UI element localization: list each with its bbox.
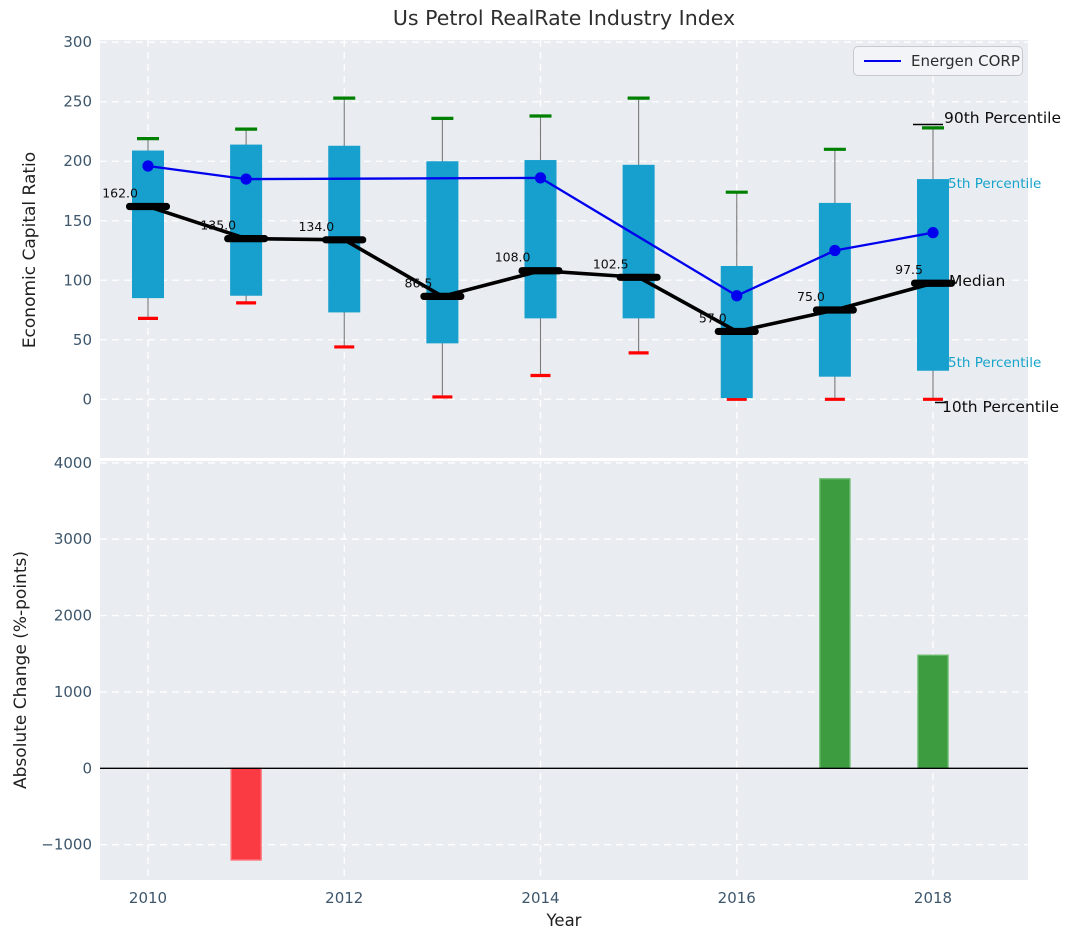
- legend-line-swatch: [864, 60, 901, 62]
- iqr-box-2012: [328, 145, 361, 313]
- iqr-box-2017: [818, 202, 851, 377]
- median-dash-2010: [126, 202, 170, 211]
- energen-point-2010: [142, 160, 154, 172]
- energen-point-2014: [534, 172, 547, 184]
- xtick-2016: 2016: [718, 889, 756, 907]
- iqr-box-2015: [622, 164, 655, 319]
- energen-point-2011: [240, 173, 252, 185]
- change-bar-2011: [230, 767, 262, 861]
- top-ytick-150: 150: [63, 212, 92, 230]
- median-value-label-2017: 75.0: [797, 289, 825, 304]
- top-ytick-100: 100: [63, 271, 92, 289]
- legend-label: Energen CORP: [911, 52, 1020, 70]
- xtick-2010: 2010: [129, 889, 167, 907]
- legend: Energen CORP: [853, 46, 1023, 76]
- bottom-ytick-2000: 2000: [54, 607, 92, 625]
- change-bar-2018: [917, 654, 949, 770]
- change-bar-2017: [819, 478, 851, 769]
- median-value-label-2012: 134.0: [298, 219, 334, 234]
- iqr-box-2014: [524, 160, 557, 319]
- xtick-2014: 2014: [521, 889, 559, 907]
- bottom-ytick-4000: 4000: [54, 454, 92, 472]
- bottom-y-axis-label: Absolute Change (%-points): [11, 551, 31, 789]
- energen-point-2017: [829, 244, 841, 257]
- xtick-2018: 2018: [914, 889, 952, 907]
- top-ytick-50: 50: [73, 331, 92, 349]
- top-ytick-250: 250: [63, 93, 92, 111]
- energen-point-2016: [731, 290, 743, 302]
- median-value-label-2011: 135.0: [200, 218, 236, 233]
- annotation-median: Median: [949, 272, 1006, 290]
- median-value-label-2014: 108.0: [495, 250, 531, 265]
- bottom-ytick-1000: 1000: [54, 683, 92, 701]
- annotation-75th-percentile: 5th Percentile: [948, 176, 1042, 192]
- iqr-box-2010: [132, 150, 164, 299]
- x-axis-label: Year: [546, 911, 582, 930]
- median-dash-2014: [518, 267, 563, 275]
- bottom-ytick--1000: −1000: [41, 836, 92, 854]
- iqr-box-2011: [230, 144, 263, 296]
- annotation-10th-percentile: 10th Percentile: [942, 398, 1060, 416]
- median-dash-2017: [812, 306, 857, 314]
- annotation-25th-percentile: 5th Percentile: [948, 355, 1042, 371]
- median-dash-2012: [322, 236, 367, 244]
- top-ytick-300: 300: [63, 33, 92, 51]
- top-ytick-0: 0: [82, 390, 92, 408]
- energen-point-2018: [927, 227, 939, 239]
- median-dash-2018: [911, 279, 955, 287]
- median-value-label-2016: 57.0: [699, 310, 727, 325]
- bottom-ytick-3000: 3000: [54, 530, 92, 548]
- energen-line: [147, 164, 934, 298]
- bottom-ytick-0: 0: [82, 759, 92, 777]
- top-ytick-200: 200: [63, 152, 92, 170]
- median-value-label-2010: 162.0: [102, 185, 138, 200]
- median-value-label-2018: 97.5: [895, 262, 923, 277]
- median-value-label-2013: 86.5: [405, 275, 433, 290]
- median-dash-2013: [420, 292, 465, 300]
- median-dash-2011: [224, 235, 269, 243]
- chart-title: Us Petrol RealRate Industry Index: [392, 6, 736, 30]
- median-dash-2016: [714, 327, 759, 336]
- median-value-label-2015: 102.5: [593, 256, 629, 271]
- xtick-2012: 2012: [325, 889, 363, 907]
- annotation-90th-percentile: 90th Percentile: [944, 109, 1062, 127]
- median-dash-2015: [616, 273, 661, 281]
- iqr-box-2013: [426, 161, 459, 344]
- top-y-axis-label: Economic Capital Ratio: [20, 151, 40, 349]
- iqr-box-2018: [917, 179, 949, 371]
